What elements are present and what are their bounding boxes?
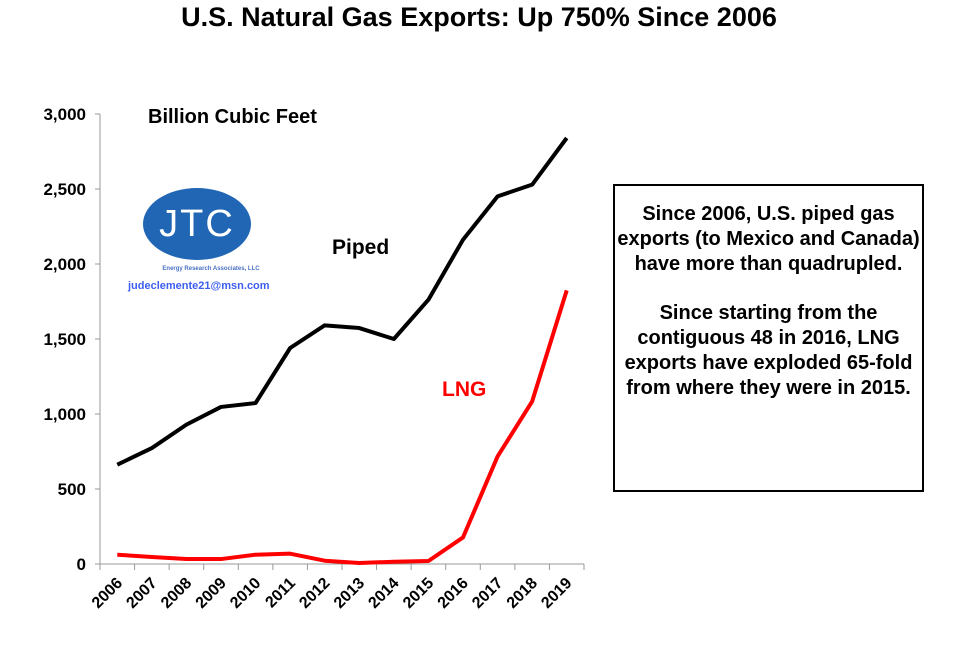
x-tick-label: 2009 — [193, 575, 230, 612]
x-tick-label: 2019 — [538, 575, 575, 612]
chart-title: U.S. Natural Gas Exports: Up 750% Since … — [181, 2, 777, 32]
y-tick-label: 2,500 — [43, 180, 86, 199]
y-tick-label: 1,500 — [43, 330, 86, 349]
logo-subtitle: Energy Research Associates, LLC — [162, 266, 260, 272]
y-tick-label: 0 — [77, 555, 86, 574]
x-tick-label: 2008 — [158, 575, 195, 612]
y-tick-label: 1,000 — [43, 405, 86, 424]
y-axis-label: Billion Cubic Feet — [148, 106, 317, 128]
x-tick-label: 2011 — [262, 575, 299, 612]
y-tick-label: 2,000 — [43, 255, 86, 274]
jtc-logo: JTC — [143, 188, 251, 260]
y-tick-label: 500 — [58, 480, 86, 499]
series-line-lng — [117, 289, 569, 565]
series-label-piped: Piped — [332, 236, 389, 259]
y-tick-label: 3,000 — [43, 105, 86, 124]
x-tick-label: 2017 — [469, 575, 506, 612]
series-label-lng: LNG — [442, 378, 486, 401]
x-tick-label: 2007 — [123, 575, 160, 612]
x-tick-label: 2014 — [365, 575, 402, 612]
x-tick-label: 2016 — [435, 575, 472, 612]
annotation-lng: Since starting from the contiguous 48 in… — [624, 302, 913, 399]
annotation-piped: Since 2006, U.S. piped gas exports (to M… — [617, 203, 920, 275]
x-tick-label: 2015 — [400, 575, 437, 612]
x-tick-label: 2018 — [504, 575, 541, 612]
x-tick-label: 2013 — [331, 575, 368, 612]
x-tick-label: 2006 — [89, 575, 126, 612]
series-line-piped — [116, 136, 569, 467]
x-tick-label: 2012 — [296, 575, 333, 612]
x-tick-label: 2010 — [227, 575, 264, 612]
contact-email: judeclemente21@msn.com — [128, 280, 270, 292]
annotation-box: Since 2006, U.S. piped gas exports (to M… — [613, 184, 924, 492]
